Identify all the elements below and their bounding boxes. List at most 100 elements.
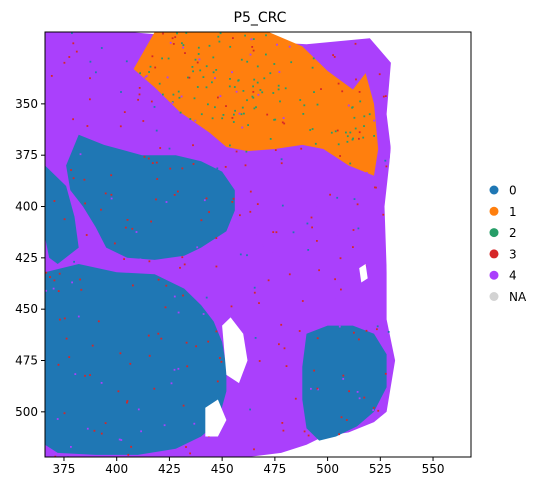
legend-marker-4 (489, 270, 499, 280)
spot-cluster-2 (352, 137, 354, 140)
spot-cluster-3 (114, 242, 116, 245)
spot-cluster-3 (348, 390, 350, 393)
spot-cluster-3 (53, 279, 56, 282)
spot-cluster-3 (219, 357, 221, 359)
spot-cluster-3 (72, 177, 75, 180)
spot-cluster-3 (256, 203, 259, 205)
spot-cluster-3 (182, 404, 185, 407)
legend-label-NA: NA (509, 290, 527, 304)
spot-cluster-3 (143, 155, 146, 158)
spot-cluster-0 (384, 159, 387, 162)
spot-cluster-3 (231, 117, 234, 119)
spot-cluster-2 (219, 32, 222, 35)
region-epithelium-lower-left (45, 264, 227, 455)
spot-cluster-2 (212, 56, 215, 59)
spot-cluster-4 (372, 409, 374, 412)
spot-cluster-3 (244, 164, 247, 167)
spot-cluster-3 (310, 216, 313, 219)
spot-cluster-2 (148, 71, 150, 73)
spot-cluster-4 (358, 397, 361, 400)
spot-cluster-3 (382, 213, 385, 216)
spot-cluster-3 (159, 147, 162, 149)
spot-cluster-3 (374, 186, 376, 189)
legend-marker-3 (489, 249, 499, 259)
legend-marker-0 (489, 185, 499, 195)
spot-cluster-3 (182, 294, 184, 297)
spot-cluster-3 (345, 419, 348, 421)
spot-cluster-3 (205, 197, 208, 200)
spot-cluster-4 (276, 43, 278, 46)
spot-cluster-3 (249, 190, 252, 193)
spot-cluster-3 (266, 113, 269, 116)
spot-cluster-3 (97, 320, 100, 323)
spot-cluster-3 (215, 237, 218, 239)
spot-cluster-4 (249, 53, 252, 56)
spot-cluster-3 (119, 352, 122, 355)
spot-cluster-2 (349, 162, 352, 165)
spot-cluster-2 (247, 124, 249, 126)
spot-cluster-3 (336, 129, 339, 132)
spot-cluster-2 (246, 99, 248, 102)
spot-cluster-3 (358, 91, 361, 93)
spot-cluster-3 (215, 265, 218, 268)
spot-cluster-3 (294, 397, 297, 400)
y-tick-label: 350 (15, 97, 38, 111)
spot-cluster-4 (77, 315, 80, 318)
spot-cluster-4 (310, 387, 312, 390)
spot-cluster-3 (258, 360, 261, 362)
spot-cluster-4 (177, 367, 180, 370)
spot-cluster-0 (307, 249, 310, 251)
spot-cluster-4 (74, 373, 77, 375)
spot-cluster-4 (177, 311, 180, 314)
spot-cluster-2 (229, 144, 231, 147)
spot-cluster-2 (311, 66, 314, 69)
spot-cluster-3 (59, 318, 61, 321)
spot-cluster-4 (166, 76, 169, 79)
spot-cluster-3 (151, 162, 154, 164)
spot-cluster-3 (177, 190, 179, 193)
spot-cluster-3 (232, 37, 234, 39)
spot-cluster-2 (217, 35, 220, 38)
spot-cluster-2 (373, 135, 375, 137)
spot-cluster-3 (89, 374, 91, 376)
spot-cluster-3 (358, 131, 361, 134)
spot-cluster-2 (259, 89, 262, 91)
spot-cluster-3 (183, 263, 186, 266)
spot-cluster-2 (205, 65, 208, 68)
spot-cluster-2 (368, 113, 371, 116)
spot-cluster-2 (192, 70, 194, 73)
spot-cluster-3 (80, 288, 83, 291)
spot-cluster-2 (269, 138, 272, 140)
spot-cluster-3 (337, 82, 340, 85)
spot-cluster-2 (211, 117, 214, 120)
legend-label-1: 1 (509, 205, 517, 219)
spot-cluster-3 (150, 220, 152, 223)
spot-cluster-3 (339, 257, 342, 260)
spot-cluster-2 (232, 121, 235, 123)
legend-label-3: 3 (509, 247, 517, 261)
spot-cluster-2 (269, 72, 272, 75)
spot-cluster-4 (169, 41, 172, 44)
y-axis: 350 375 400 425 450 475 500 (15, 97, 45, 419)
x-tick-label: 500 (316, 462, 339, 476)
spot-cluster-2 (353, 116, 356, 119)
gap-lower (205, 399, 227, 437)
y-tick-label: 475 (15, 354, 38, 368)
spot-cluster-3 (303, 430, 306, 433)
spot-cluster-3 (58, 272, 61, 275)
spot-cluster-3 (339, 155, 341, 157)
spot-cluster-4 (202, 313, 205, 315)
spot-cluster-2 (349, 131, 352, 134)
spot-cluster-0 (125, 60, 128, 63)
spot-cluster-3 (131, 227, 134, 230)
spot-cluster-4 (182, 46, 184, 49)
spot-cluster-2 (211, 81, 213, 84)
spot-cluster-3 (156, 178, 159, 180)
spot-cluster-3 (300, 147, 303, 150)
region-lamina-propria-band (226, 157, 366, 314)
spot-cluster-3 (86, 125, 89, 127)
spot-cluster-3 (75, 50, 78, 53)
white-bottom-right (298, 32, 471, 457)
spot-cluster-3 (63, 218, 66, 221)
spot-cluster-4 (338, 325, 341, 328)
